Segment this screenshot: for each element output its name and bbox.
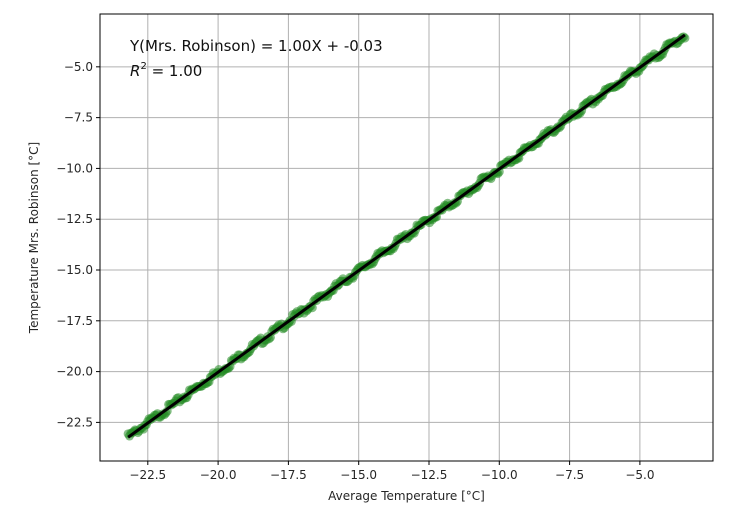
y-axis-ticks: −5.0 −7.5 −10.0 −12.5 −15.0 −17.5 −20.0 −22.5 <box>56 60 100 429</box>
y-tick-label: −22.5 <box>56 415 93 429</box>
x-tick-label: −10.0 <box>481 468 518 482</box>
y-tick-label: −20.0 <box>56 365 93 379</box>
regression-equation: Y(Mrs. Robinson) = 1.00X + -0.03 <box>129 37 383 55</box>
y-axis-label: Temperature Mrs. Robinson [°C] <box>27 142 41 334</box>
x-tick-label: −5.0 <box>625 468 654 482</box>
grid-lines <box>100 14 713 461</box>
x-tick-label: −22.5 <box>129 468 166 482</box>
x-axis-label: Average Temperature [°C] <box>328 489 485 503</box>
r-squared-value: = 1.00 <box>147 62 203 80</box>
y-tick-label: −7.5 <box>64 111 93 125</box>
x-tick-label: −20.0 <box>200 468 237 482</box>
x-axis-ticks: −22.5 −20.0 −17.5 −15.0 −12.5 −10.0 −7.5 −5.0 <box>129 461 654 482</box>
y-tick-label: −17.5 <box>56 314 93 328</box>
fit-line <box>127 33 686 439</box>
y-tick-label: −12.5 <box>56 212 93 226</box>
x-tick-label: −15.0 <box>340 468 377 482</box>
y-tick-label: −10.0 <box>56 161 93 175</box>
r-squared-symbol: R <box>130 62 140 80</box>
x-tick-label: −7.5 <box>555 468 584 482</box>
plot-frame <box>99 13 714 462</box>
r-squared-superscript: 2 <box>140 61 146 72</box>
y-tick-label: −15.0 <box>56 263 93 277</box>
y-tick-label: −5.0 <box>64 60 93 74</box>
r-squared-annotation: R2 = 1.00 <box>130 61 202 80</box>
x-tick-label: −12.5 <box>411 468 448 482</box>
x-tick-label: −17.5 <box>270 468 307 482</box>
